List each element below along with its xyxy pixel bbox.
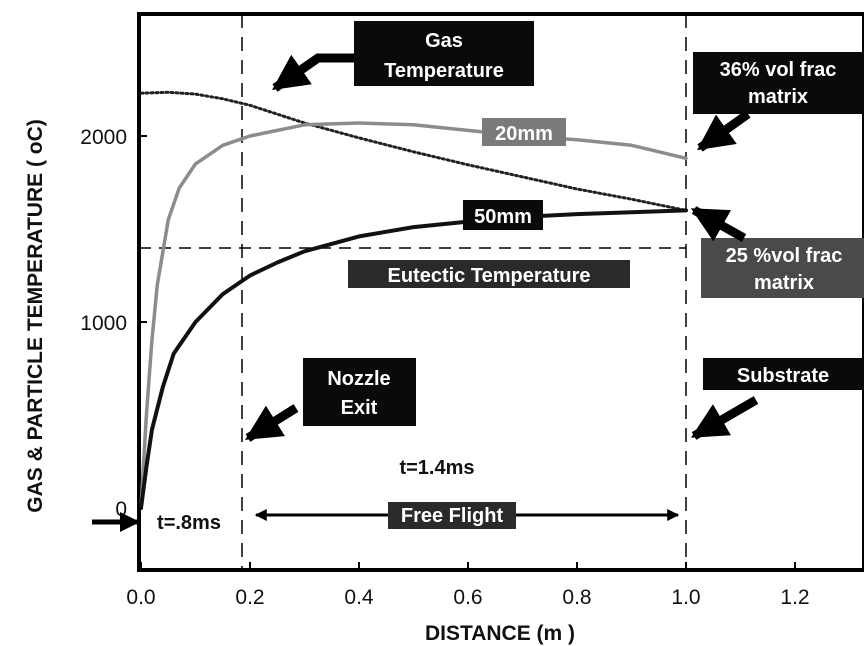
vol-frac-25-label-line2: matrix <box>754 272 814 294</box>
vol-frac-25-label-line1: 25 %vol frac <box>726 245 843 267</box>
vol-frac-25-arrow <box>690 206 747 242</box>
gas-temperature-arrow <box>272 53 354 92</box>
eutectic-label: Eutectic Temperature <box>387 265 590 287</box>
time-flight-label: t=1.4ms <box>399 457 474 479</box>
x-tick-label: 0.8 <box>562 586 591 609</box>
x-axis-title: DISTANCE (m ) <box>425 622 575 645</box>
eutectic-box <box>348 260 630 288</box>
vol-frac-36-arrow <box>697 110 751 152</box>
substrate-arrow <box>690 396 759 440</box>
vol-frac-36-label-line1: 36% vol frac <box>720 59 837 81</box>
nozzle-exit-box <box>303 358 416 426</box>
label-20mm: 20mm <box>495 123 553 145</box>
gas-temperature-label-line1: Gas <box>425 30 463 52</box>
gas-temperature-label-line2: Temperature <box>384 60 504 82</box>
substrate-box <box>703 358 864 390</box>
label-50mm: 50mm <box>474 206 532 228</box>
time-nozzle-label: t=.8ms <box>157 512 221 534</box>
series-layer <box>139 90 688 510</box>
series-line-gas-temperature <box>139 90 688 212</box>
x-tick-label: 0.6 <box>453 586 482 609</box>
vol-frac-36-box <box>693 52 864 114</box>
free-flight-box <box>388 502 516 529</box>
plot-frame <box>137 12 864 572</box>
x-tick-label: 0.2 <box>235 586 264 609</box>
gas-temperature-box <box>354 21 534 86</box>
nozzle-exit-label-line2: Exit <box>341 397 378 419</box>
nozzle-exit-arrow <box>244 404 299 442</box>
y-tick-label: 1000 <box>80 312 127 335</box>
label-50mm-box <box>463 200 543 230</box>
x-tick-label: 1.0 <box>671 586 700 609</box>
vol-frac-25-box <box>701 238 864 298</box>
label-20mm-box <box>482 118 566 146</box>
nozzle-exit-label-line1: Nozzle <box>327 368 390 390</box>
y-tick-label: 2000 <box>80 126 127 149</box>
time-nozzle-bg <box>143 507 235 536</box>
substrate-label: Substrate <box>737 365 829 387</box>
x-tick-label: 0.4 <box>344 586 374 609</box>
series-line-20mm <box>139 121 688 510</box>
y-axis-title: GAS & PARTICLE TEMPERATURE ( oC) <box>24 119 47 513</box>
free-flight-label: Free Flight <box>401 505 504 527</box>
vol-frac-36-label-line2: matrix <box>748 86 808 108</box>
tick-layer: 0.0 0.2 0.4 0.6 0.8 1.0 1.2 0 1000 2000 <box>80 126 809 609</box>
x-tick-label: 1.2 <box>780 586 809 609</box>
x-tick-label: 0.0 <box>126 586 155 609</box>
y-tick-label: 0 <box>115 498 127 521</box>
